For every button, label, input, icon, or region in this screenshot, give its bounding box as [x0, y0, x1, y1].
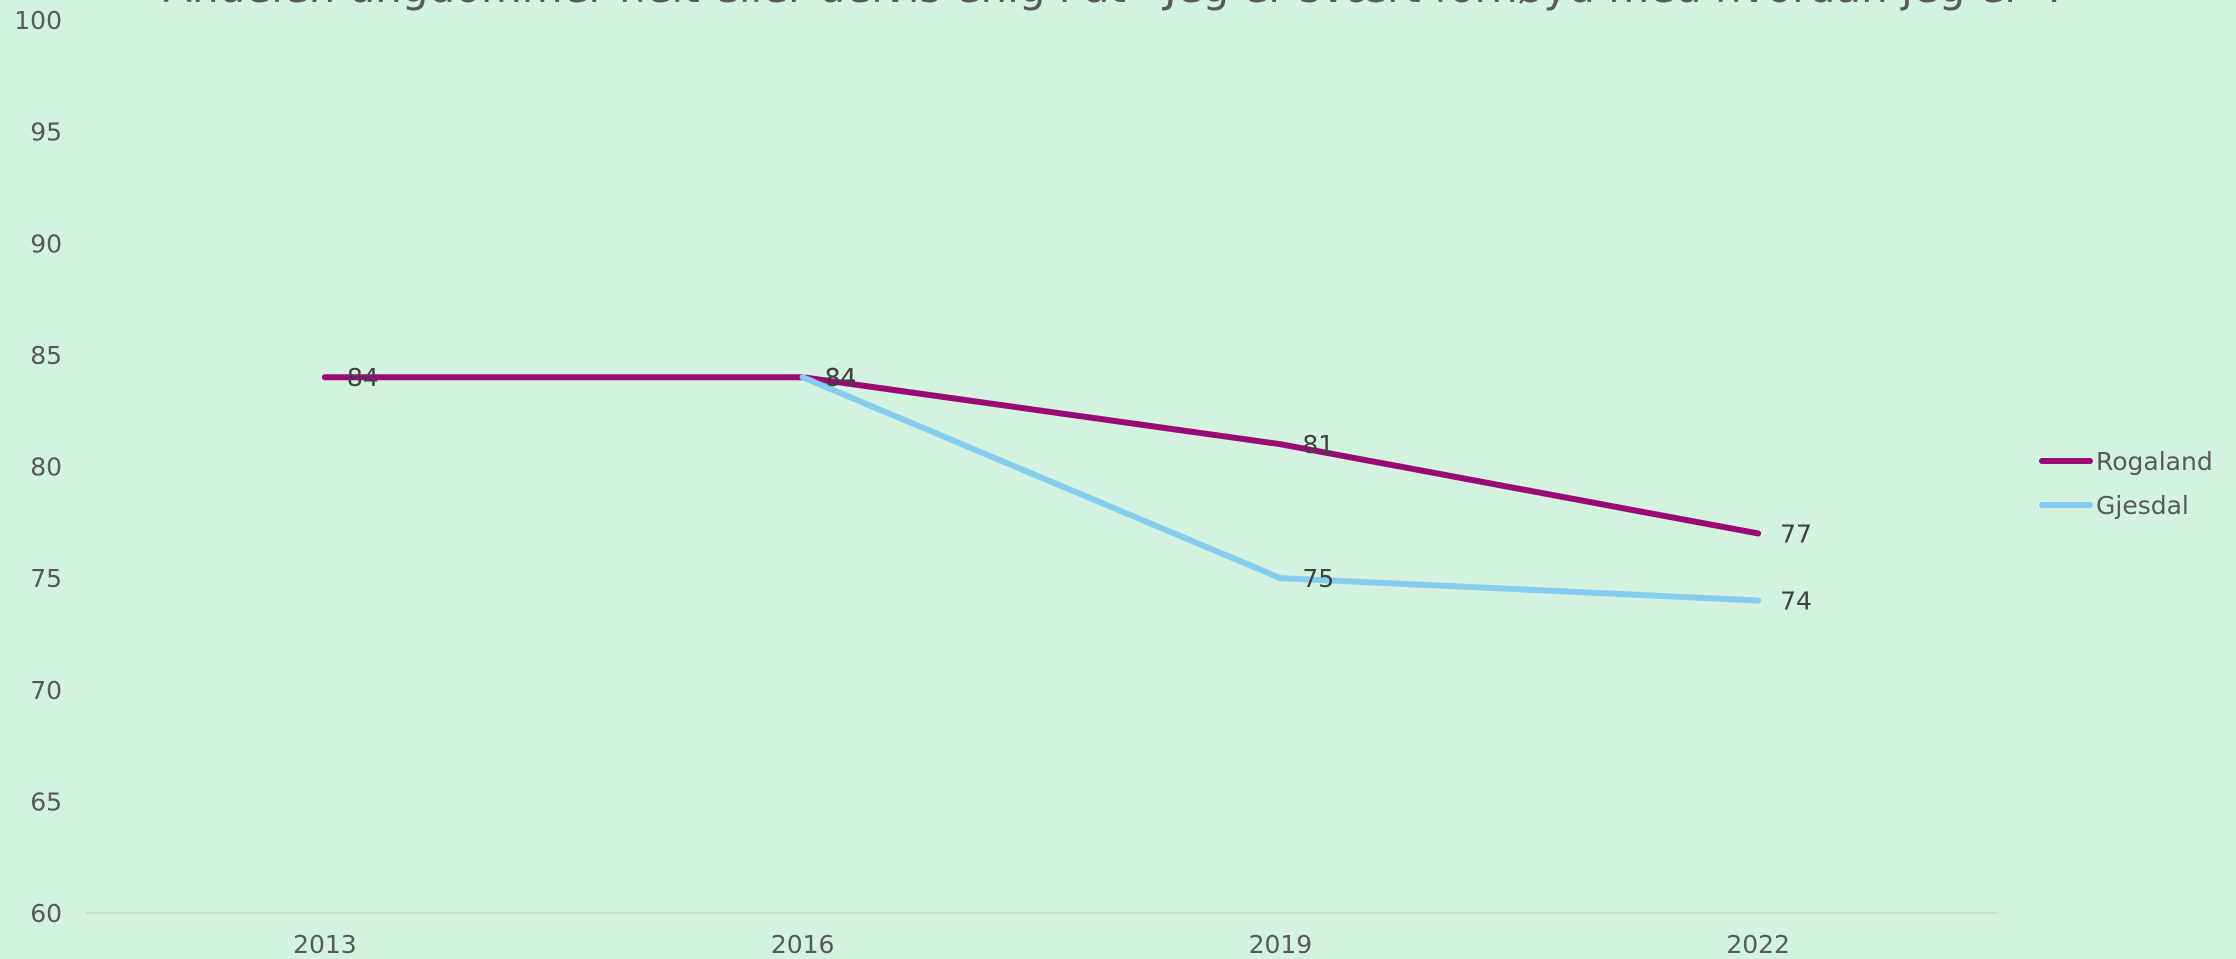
- legend-label: Rogaland: [2096, 447, 2213, 476]
- data-label: 77: [1780, 519, 1812, 548]
- y-tick-label: 75: [30, 564, 62, 593]
- y-tick-label: 65: [30, 787, 62, 816]
- x-tick-label: 2019: [1249, 930, 1313, 959]
- line-series: [799, 374, 1762, 604]
- data-label: 84: [825, 363, 857, 392]
- data-label: 84: [347, 363, 379, 392]
- x-tick-label: 2013: [293, 930, 357, 959]
- data-label: 84: [825, 363, 857, 392]
- data-label: 74: [1780, 586, 1812, 615]
- data-label: 81: [1302, 430, 1334, 459]
- y-tick-label: 90: [30, 229, 62, 258]
- chart-title: Andelen ungdommer helt eller delvis enig…: [163, 0, 2061, 12]
- x-tick-label: 2022: [1726, 930, 1790, 959]
- y-tick-label: 95: [30, 118, 62, 147]
- legend-label: Gjesdal: [2096, 491, 2189, 520]
- y-tick-label: 70: [30, 676, 62, 705]
- data-label: 75: [1302, 564, 1334, 593]
- line-series: [321, 374, 1762, 537]
- y-tick-label: 85: [30, 341, 62, 370]
- y-tick-label: 100: [14, 6, 62, 35]
- y-tick-label: 80: [30, 453, 62, 482]
- x-tick-label: 2016: [771, 930, 835, 959]
- y-tick-label: 60: [30, 899, 62, 928]
